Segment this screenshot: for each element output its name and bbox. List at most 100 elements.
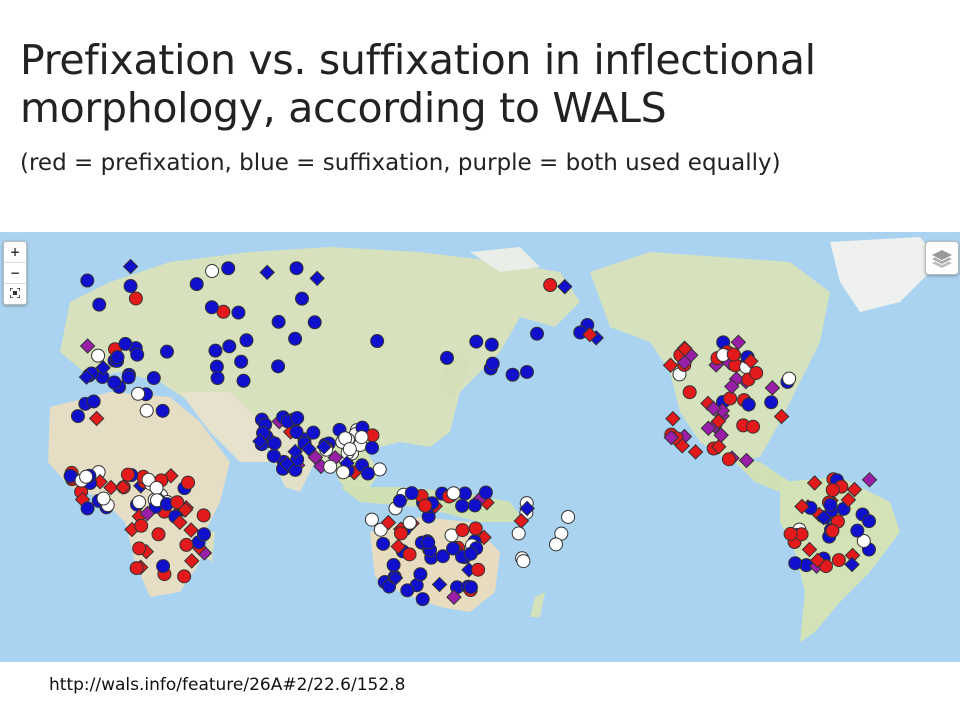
language-marker[interactable] — [402, 547, 417, 562]
language-marker[interactable] — [561, 509, 576, 524]
language-marker[interactable] — [687, 444, 704, 460]
language-marker[interactable] — [205, 264, 220, 279]
language-marker[interactable] — [115, 479, 131, 495]
language-marker[interactable] — [682, 385, 697, 400]
language-marker[interactable] — [146, 371, 161, 386]
language-marker[interactable] — [700, 420, 717, 436]
language-marker[interactable] — [788, 556, 803, 571]
language-marker[interactable] — [239, 333, 254, 348]
language-marker[interactable] — [711, 438, 727, 455]
language-marker[interactable] — [738, 452, 755, 469]
language-marker[interactable] — [134, 518, 149, 533]
language-marker[interactable] — [132, 541, 147, 556]
language-marker[interactable] — [252, 433, 268, 450]
language-marker[interactable] — [155, 403, 170, 418]
language-marker[interactable] — [413, 567, 428, 582]
language-marker[interactable] — [179, 537, 194, 552]
language-marker[interactable] — [782, 371, 797, 386]
language-marker[interactable] — [221, 261, 236, 276]
language-marker[interactable] — [764, 395, 779, 410]
language-marker[interactable] — [170, 495, 185, 510]
language-marker[interactable] — [485, 356, 500, 371]
language-marker[interactable] — [543, 278, 558, 293]
language-marker[interactable] — [354, 430, 369, 445]
language-marker[interactable] — [159, 344, 174, 359]
language-marker[interactable] — [271, 359, 286, 374]
language-marker[interactable] — [463, 580, 478, 595]
language-marker[interactable] — [663, 429, 680, 446]
language-marker[interactable] — [471, 562, 486, 577]
language-marker[interactable] — [387, 570, 404, 586]
language-marker[interactable] — [446, 589, 462, 605]
language-marker[interactable] — [806, 475, 823, 491]
language-marker[interactable] — [713, 427, 729, 443]
language-marker[interactable] — [393, 526, 408, 541]
language-marker[interactable] — [815, 509, 832, 526]
language-marker[interactable] — [103, 479, 119, 496]
language-marker[interactable] — [484, 337, 499, 352]
language-marker[interactable] — [513, 513, 530, 529]
language-marker[interactable] — [844, 556, 860, 573]
language-marker[interactable] — [446, 541, 461, 556]
language-marker[interactable] — [342, 442, 357, 457]
language-marker[interactable] — [511, 526, 526, 541]
language-marker[interactable] — [288, 331, 303, 346]
language-marker[interactable] — [208, 343, 223, 358]
language-marker[interactable] — [259, 264, 275, 281]
language-marker[interactable] — [121, 370, 136, 385]
language-marker[interactable] — [386, 558, 401, 573]
language-marker[interactable] — [519, 500, 535, 517]
language-marker[interactable] — [726, 347, 741, 362]
language-marker[interactable] — [400, 583, 415, 598]
language-marker[interactable] — [204, 300, 219, 315]
language-marker[interactable] — [418, 498, 433, 513]
language-marker[interactable] — [516, 554, 531, 569]
language-marker[interactable] — [172, 514, 188, 531]
language-marker[interactable] — [139, 505, 156, 522]
language-marker[interactable] — [107, 375, 122, 390]
language-markers[interactable] — [63, 258, 878, 607]
language-marker[interactable] — [189, 277, 204, 292]
language-marker[interactable] — [478, 485, 493, 500]
language-marker[interactable] — [840, 492, 857, 508]
map-canvas[interactable] — [0, 232, 960, 662]
language-marker[interactable] — [234, 354, 249, 369]
language-marker[interactable] — [674, 438, 691, 454]
language-marker[interactable] — [446, 486, 461, 501]
language-marker[interactable] — [723, 391, 738, 406]
language-marker[interactable] — [181, 475, 196, 490]
layers-control[interactable] — [925, 241, 959, 275]
language-marker[interactable] — [316, 439, 332, 455]
language-marker[interactable] — [746, 419, 761, 434]
language-marker[interactable] — [439, 350, 454, 365]
language-marker[interactable] — [323, 459, 338, 474]
language-marker[interactable] — [267, 436, 282, 451]
language-marker[interactable] — [80, 273, 95, 288]
language-marker[interactable] — [365, 440, 380, 455]
language-marker[interactable] — [151, 527, 166, 542]
language-marker[interactable] — [177, 569, 192, 584]
language-marker[interactable] — [862, 514, 877, 529]
language-marker[interactable] — [724, 378, 740, 395]
language-marker[interactable] — [846, 481, 863, 498]
language-marker[interactable] — [505, 367, 520, 382]
language-marker[interactable] — [364, 512, 379, 527]
language-marker[interactable] — [764, 380, 781, 396]
source-url[interactable]: http://wals.info/feature/26A#2/22.6/152.… — [49, 675, 406, 695]
language-marker[interactable] — [131, 386, 146, 401]
language-marker[interactable] — [88, 410, 105, 427]
zoom-out-button[interactable]: − — [4, 263, 26, 284]
language-marker[interactable] — [730, 334, 747, 351]
language-marker[interactable] — [455, 523, 470, 538]
language-marker[interactable] — [79, 469, 94, 484]
language-marker[interactable] — [380, 514, 397, 531]
language-marker[interactable] — [156, 559, 171, 574]
language-marker[interactable] — [183, 553, 200, 569]
language-marker[interactable] — [149, 480, 164, 495]
language-marker[interactable] — [279, 456, 295, 472]
language-marker[interactable] — [431, 576, 448, 593]
language-marker[interactable] — [665, 410, 681, 427]
language-marker[interactable] — [710, 413, 727, 430]
language-marker[interactable] — [370, 334, 385, 349]
language-marker[interactable] — [548, 537, 563, 552]
